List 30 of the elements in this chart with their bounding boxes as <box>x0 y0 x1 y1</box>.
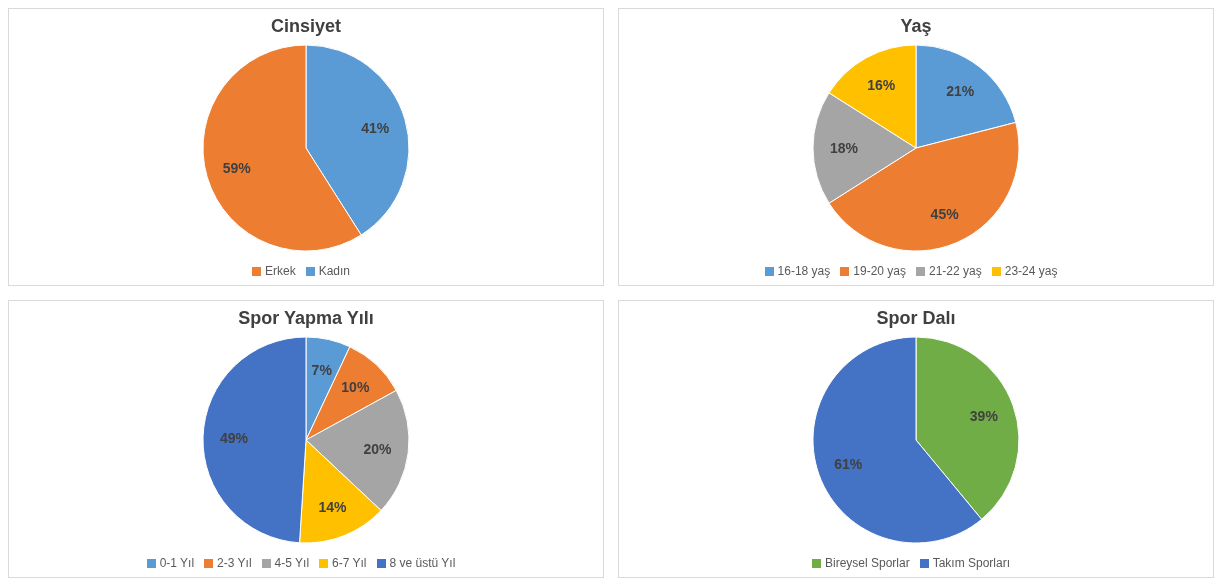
legend-label: 16-18 yaş <box>777 264 831 278</box>
data-label: 49% <box>219 429 249 446</box>
data-label: 39% <box>969 407 999 424</box>
data-label: 41% <box>361 119 390 136</box>
data-label: 14% <box>318 499 348 516</box>
data-label: 20% <box>363 441 393 458</box>
legend-label: 19-20 yaş <box>853 264 906 278</box>
legend-label: 0-1 Yıl <box>159 556 195 570</box>
data-label: 45% <box>930 206 960 223</box>
chart-title: Spor Dalı <box>875 307 957 330</box>
chart-title: Cinsiyet <box>270 15 342 38</box>
data-label: 18% <box>829 140 859 156</box>
data-label: 7% <box>311 361 333 378</box>
data-label: 21% <box>946 83 975 100</box>
legend-label: Takım Sporları <box>932 556 1011 570</box>
chart-title: Spor Yapma Yılı <box>237 307 375 330</box>
legend-label: 8 ve üstü Yıl <box>389 556 456 570</box>
legend-label: 23-24 yaş <box>1004 264 1058 278</box>
data-label: 16% <box>867 76 896 93</box>
legend-label: 2-3 Yıl <box>217 556 252 570</box>
legend-label: 6-7 Yıl <box>332 556 367 570</box>
legend-label: Bireysel Sporlar <box>824 556 910 570</box>
legend-label: 4-5 Yıl <box>274 556 310 570</box>
legend-label: Kadın <box>318 264 351 278</box>
data-label: 61% <box>834 456 863 473</box>
legend-label: Erkek <box>264 264 296 278</box>
legend-label: 21-22 yaş <box>929 264 982 278</box>
chart-title: Yaş <box>899 15 933 38</box>
data-label: 10% <box>341 379 370 396</box>
data-label: 59% <box>222 160 252 177</box>
